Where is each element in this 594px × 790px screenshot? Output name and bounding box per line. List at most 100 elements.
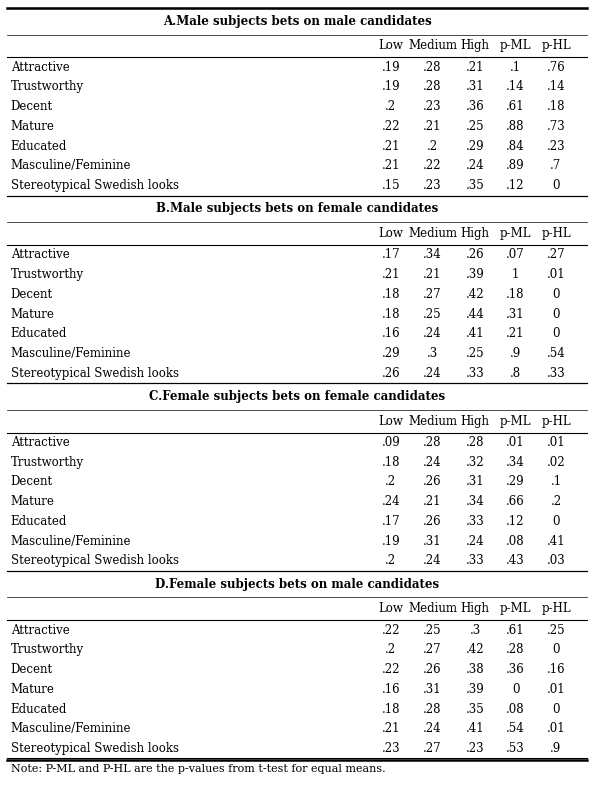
Text: .84: .84 [506, 140, 525, 152]
Text: .23: .23 [546, 140, 565, 152]
Text: .32: .32 [466, 456, 485, 468]
Text: .28: .28 [506, 643, 525, 656]
Text: Decent: Decent [11, 100, 53, 113]
Text: .01: .01 [546, 436, 565, 449]
Text: .66: .66 [506, 495, 525, 508]
Text: .19: .19 [381, 61, 400, 73]
Text: C.Female subjects bets on female candidates: C.Female subjects bets on female candida… [149, 390, 445, 403]
Text: .19: .19 [381, 535, 400, 547]
Text: .41: .41 [466, 722, 485, 735]
Text: .26: .26 [423, 663, 442, 676]
Text: .41: .41 [546, 535, 565, 547]
Text: .18: .18 [546, 100, 565, 113]
Text: .35: .35 [466, 179, 485, 192]
Text: Stereotypical Swedish looks: Stereotypical Swedish looks [11, 179, 179, 192]
Text: .42: .42 [466, 643, 485, 656]
Text: Medium: Medium [408, 40, 457, 52]
Text: .33: .33 [466, 367, 485, 380]
Text: .24: .24 [423, 722, 442, 735]
Text: .01: .01 [546, 683, 565, 696]
Text: .22: .22 [381, 623, 400, 637]
Text: .18: .18 [381, 288, 400, 301]
Text: Masculine/Feminine: Masculine/Feminine [11, 347, 131, 360]
Text: .61: .61 [506, 623, 525, 637]
Text: .24: .24 [466, 535, 485, 547]
Text: Low: Low [378, 602, 403, 615]
Text: .39: .39 [466, 683, 485, 696]
Text: .2: .2 [386, 643, 396, 656]
Text: .33: .33 [466, 555, 485, 567]
Text: .18: .18 [381, 702, 400, 716]
Text: .23: .23 [423, 100, 442, 113]
Text: .31: .31 [423, 683, 442, 696]
Text: .25: .25 [423, 307, 442, 321]
Text: .02: .02 [546, 456, 565, 468]
Text: .28: .28 [423, 61, 442, 73]
Text: .27: .27 [546, 248, 565, 261]
Text: .23: .23 [423, 179, 442, 192]
Text: .54: .54 [546, 347, 565, 360]
Text: Trustworthy: Trustworthy [11, 643, 84, 656]
Text: Stereotypical Swedish looks: Stereotypical Swedish looks [11, 555, 179, 567]
Text: .26: .26 [423, 476, 442, 488]
Text: .36: .36 [466, 100, 485, 113]
Text: Low: Low [378, 40, 403, 52]
Text: High: High [461, 40, 489, 52]
Text: .27: .27 [423, 288, 442, 301]
Text: High: High [461, 415, 489, 427]
Text: Attractive: Attractive [11, 248, 69, 261]
Text: Note: P-ML and P-HL are the p-values from t-test for equal means.: Note: P-ML and P-HL are the p-values fro… [11, 764, 386, 773]
Text: .01: .01 [546, 268, 565, 281]
Text: .35: .35 [466, 702, 485, 716]
Text: .26: .26 [381, 367, 400, 380]
Text: .7: .7 [551, 160, 561, 172]
Text: .33: .33 [466, 515, 485, 528]
Text: .24: .24 [423, 555, 442, 567]
Text: .42: .42 [466, 288, 485, 301]
Text: .31: .31 [506, 307, 525, 321]
Text: High: High [461, 227, 489, 240]
Text: .14: .14 [546, 81, 565, 93]
Text: .16: .16 [381, 327, 400, 340]
Text: Medium: Medium [408, 602, 457, 615]
Text: .88: .88 [506, 120, 525, 133]
Text: .22: .22 [423, 160, 442, 172]
Text: .39: .39 [466, 268, 485, 281]
Text: 0: 0 [552, 643, 560, 656]
Text: .09: .09 [381, 436, 400, 449]
Text: p-ML: p-ML [500, 415, 532, 427]
Text: .21: .21 [381, 268, 400, 281]
Text: Low: Low [378, 227, 403, 240]
Text: .29: .29 [506, 476, 525, 488]
Text: .14: .14 [506, 81, 525, 93]
Text: .12: .12 [506, 515, 525, 528]
Text: .21: .21 [506, 327, 525, 340]
Text: Educated: Educated [11, 140, 67, 152]
Text: 1: 1 [512, 268, 519, 281]
Text: .25: .25 [423, 623, 442, 637]
Text: .24: .24 [466, 160, 485, 172]
Text: .23: .23 [466, 742, 485, 755]
Text: p-HL: p-HL [541, 40, 571, 52]
Text: p-HL: p-HL [541, 602, 571, 615]
Text: Masculine/Feminine: Masculine/Feminine [11, 535, 131, 547]
Text: A.Male subjects bets on male candidates: A.Male subjects bets on male candidates [163, 15, 431, 28]
Text: 0: 0 [552, 179, 560, 192]
Text: .29: .29 [381, 347, 400, 360]
Text: .2: .2 [386, 476, 396, 488]
Text: .1: .1 [510, 61, 521, 73]
Text: Masculine/Feminine: Masculine/Feminine [11, 722, 131, 735]
Text: Stereotypical Swedish looks: Stereotypical Swedish looks [11, 367, 179, 380]
Text: .24: .24 [423, 456, 442, 468]
Text: .89: .89 [506, 160, 525, 172]
Text: .3: .3 [470, 623, 481, 637]
Text: .36: .36 [506, 663, 525, 676]
Text: .34: .34 [466, 495, 485, 508]
Text: Low: Low [378, 415, 403, 427]
Text: Educated: Educated [11, 702, 67, 716]
Text: Stereotypical Swedish looks: Stereotypical Swedish looks [11, 742, 179, 755]
Text: .33: .33 [546, 367, 565, 380]
Text: D.Female subjects bets on male candidates: D.Female subjects bets on male candidate… [155, 577, 439, 591]
Text: .16: .16 [381, 683, 400, 696]
Text: .26: .26 [423, 515, 442, 528]
